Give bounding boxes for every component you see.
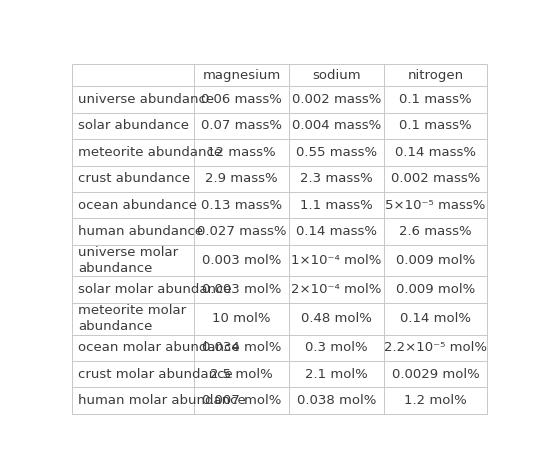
Text: 0.14 mass%: 0.14 mass% xyxy=(296,225,377,238)
Text: 0.002 mass%: 0.002 mass% xyxy=(391,172,480,185)
Text: ocean molar abundance: ocean molar abundance xyxy=(78,341,240,354)
Text: 0.0029 mol%: 0.0029 mol% xyxy=(391,368,479,381)
Text: 2.2×10⁻⁵ mol%: 2.2×10⁻⁵ mol% xyxy=(384,341,487,354)
Text: 0.034 mol%: 0.034 mol% xyxy=(201,341,281,354)
Text: human molar abundance: human molar abundance xyxy=(78,394,246,407)
Text: 0.007 mol%: 0.007 mol% xyxy=(201,394,281,407)
Text: 10 mol%: 10 mol% xyxy=(212,312,271,325)
Text: 0.07 mass%: 0.07 mass% xyxy=(201,120,282,132)
Text: human abundance: human abundance xyxy=(78,225,203,238)
Text: 0.003 mol%: 0.003 mol% xyxy=(201,283,281,296)
Text: solar abundance: solar abundance xyxy=(78,120,189,132)
Text: 0.14 mass%: 0.14 mass% xyxy=(395,146,476,159)
Text: magnesium: magnesium xyxy=(202,69,281,82)
Text: crust abundance: crust abundance xyxy=(78,172,190,185)
Text: 0.1 mass%: 0.1 mass% xyxy=(399,93,472,106)
Text: 1×10⁻⁴ mol%: 1×10⁻⁴ mol% xyxy=(291,254,382,267)
Text: 2.5 mol%: 2.5 mol% xyxy=(210,368,273,381)
Text: 12 mass%: 12 mass% xyxy=(207,146,276,159)
Text: 5×10⁻⁵ mass%: 5×10⁻⁵ mass% xyxy=(385,199,486,211)
Text: sodium: sodium xyxy=(312,69,361,82)
Text: universe abundance: universe abundance xyxy=(78,93,214,106)
Text: 0.038 mol%: 0.038 mol% xyxy=(297,394,376,407)
Text: nitrogen: nitrogen xyxy=(407,69,464,82)
Text: 0.003 mol%: 0.003 mol% xyxy=(201,254,281,267)
Text: 0.002 mass%: 0.002 mass% xyxy=(292,93,381,106)
Text: 1.1 mass%: 1.1 mass% xyxy=(300,199,373,211)
Text: 0.027 mass%: 0.027 mass% xyxy=(197,225,286,238)
Text: 0.48 mol%: 0.48 mol% xyxy=(301,312,372,325)
Text: 2.1 mol%: 2.1 mol% xyxy=(305,368,368,381)
Text: 0.14 mol%: 0.14 mol% xyxy=(400,312,471,325)
Text: 1.2 mol%: 1.2 mol% xyxy=(404,394,467,407)
Text: 0.004 mass%: 0.004 mass% xyxy=(292,120,381,132)
Text: 0.55 mass%: 0.55 mass% xyxy=(296,146,377,159)
Text: solar molar abundance: solar molar abundance xyxy=(78,283,232,296)
Text: 2×10⁻⁴ mol%: 2×10⁻⁴ mol% xyxy=(291,283,382,296)
Text: 0.009 mol%: 0.009 mol% xyxy=(396,283,475,296)
Text: meteorite abundance: meteorite abundance xyxy=(78,146,222,159)
Text: ocean abundance: ocean abundance xyxy=(78,199,197,211)
Text: universe molar
abundance: universe molar abundance xyxy=(78,246,178,275)
Text: 0.1 mass%: 0.1 mass% xyxy=(399,120,472,132)
Text: 2.6 mass%: 2.6 mass% xyxy=(399,225,472,238)
Text: 0.13 mass%: 0.13 mass% xyxy=(201,199,282,211)
Text: crust molar abundance: crust molar abundance xyxy=(78,368,233,381)
Text: 0.009 mol%: 0.009 mol% xyxy=(396,254,475,267)
Text: 2.3 mass%: 2.3 mass% xyxy=(300,172,373,185)
Text: 0.3 mol%: 0.3 mol% xyxy=(305,341,368,354)
Text: 0.06 mass%: 0.06 mass% xyxy=(201,93,282,106)
Text: 2.9 mass%: 2.9 mass% xyxy=(205,172,278,185)
Text: meteorite molar
abundance: meteorite molar abundance xyxy=(78,304,186,333)
